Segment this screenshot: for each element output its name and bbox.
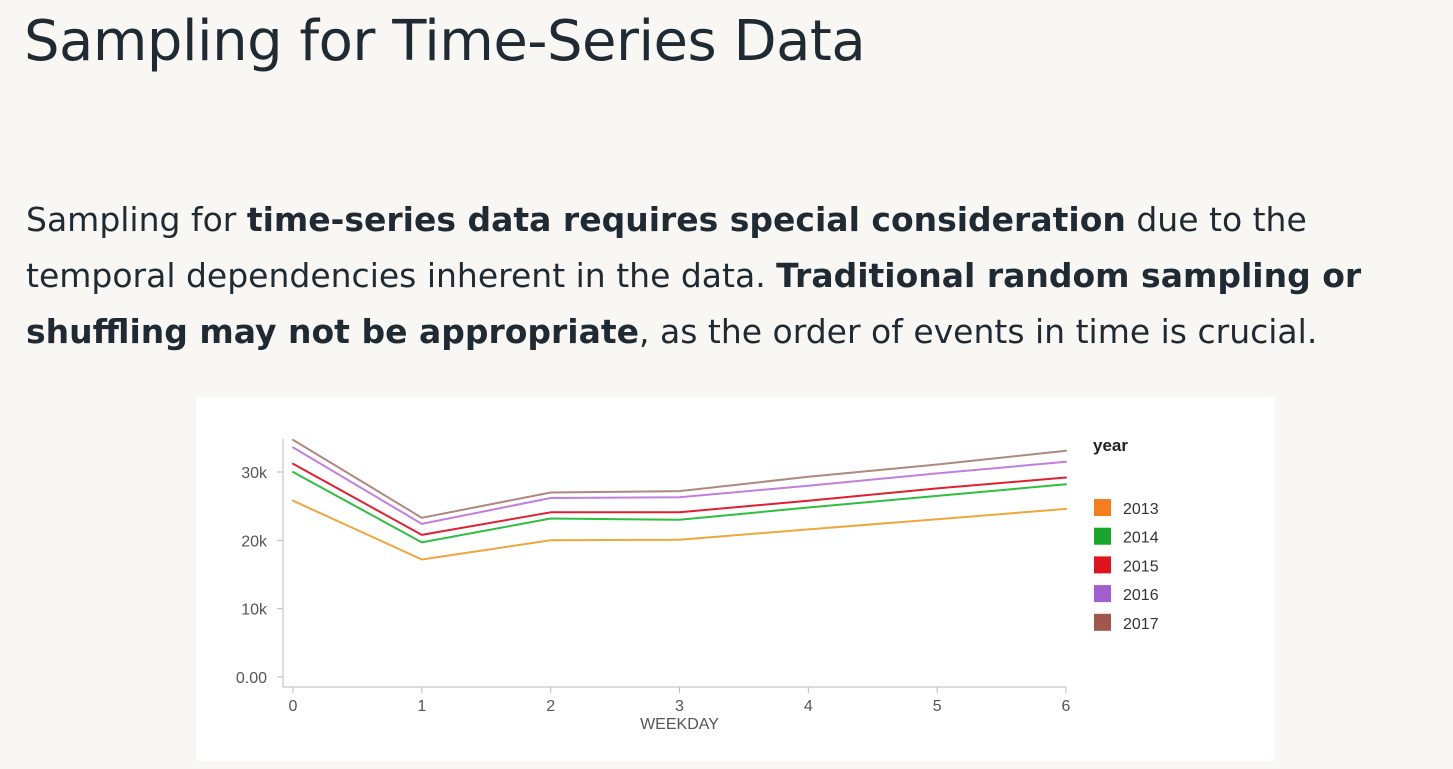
legend-title: year bbox=[1093, 436, 1128, 455]
x-tick-label: 1 bbox=[417, 698, 426, 715]
series-line-2013 bbox=[292, 499, 1067, 561]
legend-swatch-2017 bbox=[1094, 613, 1111, 631]
legend-label-2015: 2015 bbox=[1123, 558, 1159, 575]
line-chart: 0.00 10k 20k 30k 0 1 2 3 4 5 6 WEEKDAY year 2013 2014… bbox=[236, 436, 1159, 733]
body-emphasis-2: Traditional random sampling or shuffling… bbox=[26, 256, 1362, 351]
x-tick-label: 2 bbox=[546, 698, 555, 715]
legend-swatch-2014 bbox=[1094, 527, 1111, 545]
series-line-2016 bbox=[292, 446, 1067, 525]
chart-card: 0.00 10k 20k 30k 0 1 2 3 4 5 6 WEEKDAY year 2013 2014… bbox=[196, 397, 1275, 761]
x-tick-label: 0 bbox=[289, 698, 298, 715]
y-tick-label: 20k bbox=[241, 533, 268, 550]
legend-label-2017: 2017 bbox=[1123, 616, 1159, 633]
x-tick-label: 3 bbox=[675, 698, 684, 715]
body-text-part-3: , as the order of events in time is cruc… bbox=[639, 312, 1318, 351]
series-line-2017 bbox=[292, 438, 1067, 519]
chart-legend: year 2013 2014 2015 2016 2017 bbox=[1093, 436, 1159, 633]
legend-label-2014: 2014 bbox=[1123, 530, 1159, 547]
slide-title: Sampling for Time-Series Data bbox=[24, 9, 866, 74]
chart-series-lines bbox=[292, 438, 1067, 561]
x-tick-label: 4 bbox=[804, 698, 813, 715]
y-tick-label: 30k bbox=[241, 465, 268, 482]
legend-swatch-2016 bbox=[1094, 585, 1111, 603]
chart-axes: 0.00 10k 20k 30k 0 1 2 3 4 5 6 WEEKDAY bbox=[236, 439, 1071, 733]
slide-body-text: Sampling for time-series data requires s… bbox=[26, 192, 1446, 360]
x-tick-label: 5 bbox=[933, 698, 942, 715]
body-emphasis-1: time-series data requires special consid… bbox=[246, 200, 1126, 239]
x-tick-label: 6 bbox=[1062, 698, 1071, 715]
series-line-2015 bbox=[292, 462, 1067, 536]
body-text-part-2: due to the temporal dependencies inheren… bbox=[26, 200, 1307, 295]
legend-swatch-2013 bbox=[1094, 499, 1111, 516]
x-axis-title: WEEKDAY bbox=[640, 716, 719, 733]
y-tick-label: 0.00 bbox=[236, 670, 267, 687]
legend-swatch-2015 bbox=[1094, 556, 1111, 574]
legend-label-2016: 2016 bbox=[1123, 587, 1159, 604]
y-tick-label: 10k bbox=[241, 602, 268, 619]
legend-label-2013: 2013 bbox=[1123, 501, 1159, 518]
body-text-part-1: Sampling for bbox=[26, 200, 247, 239]
series-line-2014 bbox=[292, 471, 1067, 544]
